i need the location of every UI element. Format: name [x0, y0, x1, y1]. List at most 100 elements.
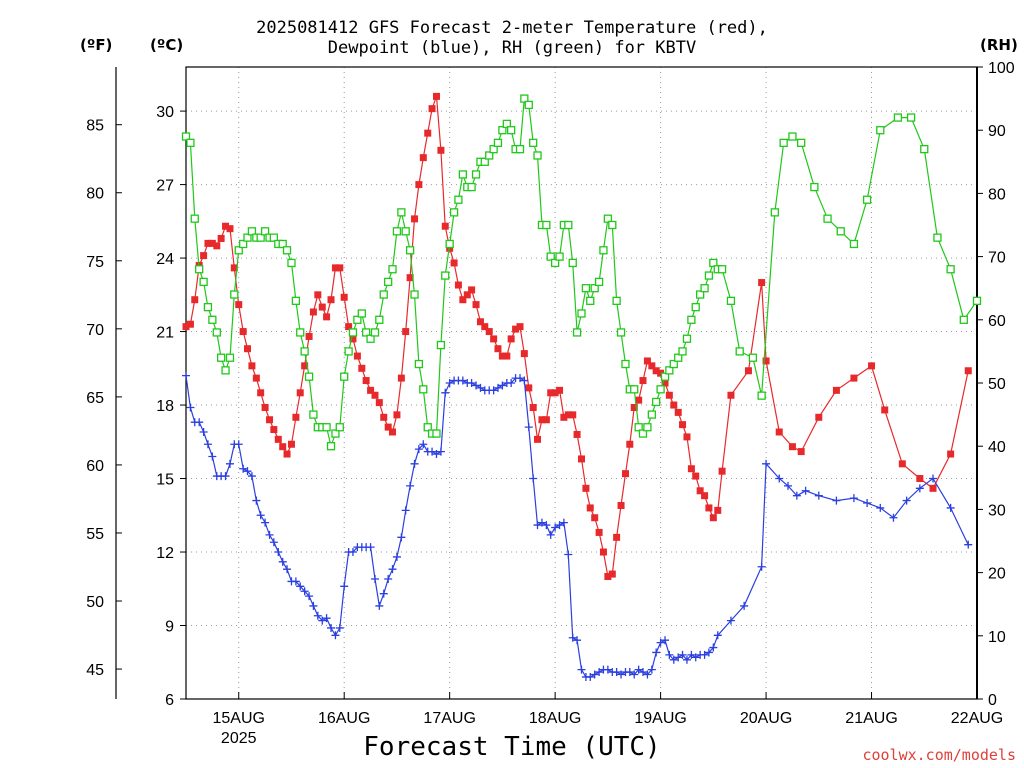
dewpoint-point: [577, 665, 586, 674]
rh-point: [449, 208, 459, 217]
rh-point: [480, 157, 489, 166]
x-tick-label: 20AUG: [740, 710, 792, 727]
dewpoint-point: [247, 472, 256, 481]
dewpoint-point: [493, 383, 502, 392]
rh-tick-label: 70: [988, 250, 1006, 267]
celsius-tick-label: 15: [156, 472, 174, 489]
rh-point: [498, 126, 507, 135]
temperature-point: [560, 413, 568, 421]
temperature-point: [463, 291, 471, 299]
rh-point: [414, 359, 424, 369]
rh-point: [379, 290, 388, 299]
temperature-point: [252, 374, 260, 382]
temperature-point: [345, 323, 353, 331]
fahrenheit-tick-label: 65: [86, 390, 104, 407]
fahrenheit-tick-label: 80: [86, 186, 104, 203]
temperature-point: [274, 435, 282, 443]
chart-title-line-2: Dewpoint (blue), RH (green) for KBTV: [327, 38, 697, 58]
temperature-point: [279, 443, 287, 451]
dewpoint-point: [516, 374, 525, 383]
rh-point: [674, 353, 683, 362]
temperature-point: [507, 335, 515, 343]
fahrenheit-tick-label: 85: [86, 118, 104, 135]
temperature-point: [235, 301, 243, 309]
rh-point: [419, 385, 428, 394]
celsius-axis-unit: (ºC): [150, 36, 184, 54]
rh-point: [678, 347, 687, 356]
celsius-tick-label: 9: [165, 619, 174, 636]
temperature-point: [964, 367, 972, 375]
temperature-point: [586, 504, 594, 512]
temperature-point: [503, 352, 511, 360]
dewpoint-point: [687, 650, 696, 659]
dewpoint-point: [704, 648, 713, 657]
dewpoint-point: [441, 388, 450, 397]
dewpoint-point: [331, 631, 340, 640]
dewpoint-point: [296, 582, 305, 591]
dewpoint-point: [682, 655, 691, 664]
tick-labels: 6 9 12 15 18 21 24 27 30 45 50 55 60 65 70 75 80 85 0 10 20 3…: [86, 60, 1015, 747]
rh-point: [647, 410, 656, 419]
rh-point: [208, 315, 217, 324]
rh-point: [524, 100, 533, 110]
dewpoint-point: [784, 481, 793, 490]
dewpoint-point: [291, 577, 300, 586]
celsius-tick-label: 27: [156, 178, 174, 195]
rh-tick-label: 60: [988, 313, 1006, 330]
temperature-point: [538, 416, 546, 424]
rh-point: [862, 195, 872, 204]
rh-point: [959, 315, 968, 324]
rh-tick-label: 90: [988, 123, 1006, 140]
dewpoint-point: [713, 631, 722, 640]
dewpoint-point: [573, 636, 582, 645]
rh-point: [353, 315, 362, 324]
temperature-point: [441, 222, 449, 230]
temperature-point: [621, 470, 629, 478]
rh-point: [515, 145, 525, 154]
rh-point: [616, 328, 626, 337]
dewpoint-point: [419, 440, 428, 449]
rh-point: [260, 227, 270, 236]
temperature-point: [375, 399, 383, 407]
rh-tick-label: 40: [988, 439, 1006, 456]
rh-point: [972, 296, 982, 305]
rh-point: [920, 145, 929, 154]
rh-point: [748, 353, 758, 362]
dewpoint-point: [436, 447, 445, 456]
series-temperature: [182, 92, 972, 581]
dewpoint-point: [617, 670, 626, 679]
temperature-point: [204, 239, 212, 247]
temperature-point: [287, 440, 295, 448]
rh-point: [608, 220, 617, 230]
dewpoint-point: [467, 379, 476, 387]
temperature-point: [556, 386, 564, 394]
rh-point: [216, 353, 226, 362]
rh-point: [836, 227, 845, 236]
temperature-point: [591, 514, 599, 522]
dewpoint-point: [309, 601, 318, 610]
temperature-point: [472, 301, 480, 309]
temperature-point: [701, 492, 709, 500]
dewpoint-point: [370, 574, 379, 583]
rh-point: [533, 151, 542, 160]
x-tick-label: 18AUG: [529, 710, 581, 727]
rh-point: [375, 315, 384, 324]
dewpoint-point: [283, 565, 292, 574]
temperature-point: [657, 369, 665, 377]
dewpoint-point: [318, 616, 327, 625]
x-tick-label: 15AUG: [212, 710, 264, 727]
dewpoint-point: [568, 633, 577, 642]
rh-point: [810, 182, 819, 192]
rh-point: [555, 252, 564, 261]
rh-tick-label: 50: [988, 376, 1006, 393]
temperature-point: [617, 501, 625, 509]
temperature-point: [393, 411, 401, 419]
dewpoint-point: [221, 472, 230, 481]
temperature-point: [687, 465, 695, 473]
temperature-point: [415, 181, 423, 189]
temperature-point: [309, 308, 317, 316]
dewpoint-point: [195, 418, 204, 427]
dewpoint-point: [269, 538, 278, 547]
dewpoint-point: [551, 523, 560, 532]
temperature-point: [525, 384, 533, 392]
